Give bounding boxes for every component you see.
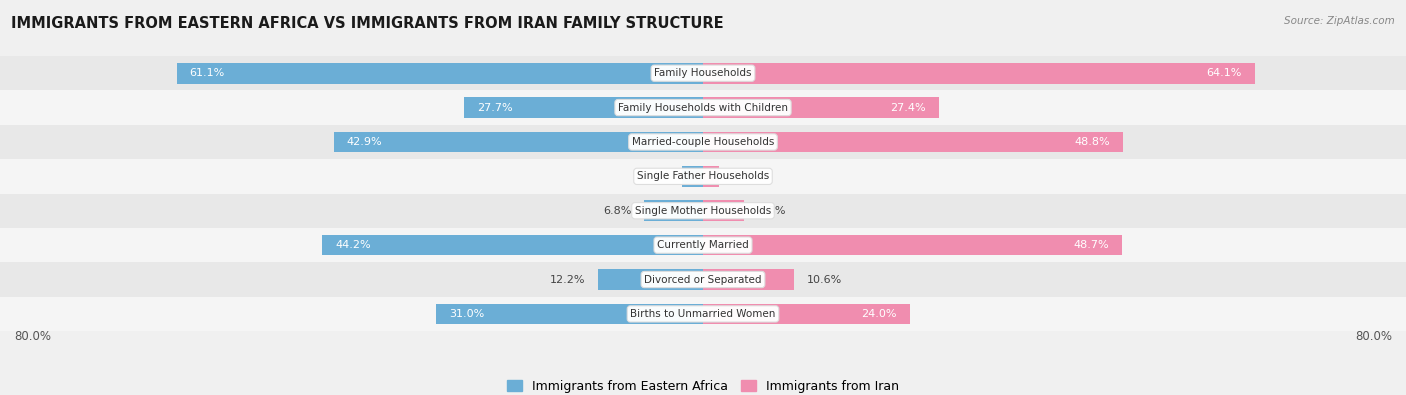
Bar bbox=[0, 90, 1406, 125]
Text: Family Households: Family Households bbox=[654, 68, 752, 78]
Bar bbox=[703, 63, 1256, 83]
Text: 42.9%: 42.9% bbox=[346, 137, 382, 147]
Text: Single Father Households: Single Father Households bbox=[637, 171, 769, 181]
Bar bbox=[703, 304, 910, 324]
Text: Currently Married: Currently Married bbox=[657, 240, 749, 250]
Bar bbox=[0, 262, 1406, 297]
Text: 44.2%: 44.2% bbox=[335, 240, 371, 250]
Bar bbox=[0, 125, 1406, 159]
Text: Single Mother Households: Single Mother Households bbox=[636, 206, 770, 216]
Bar bbox=[436, 304, 703, 324]
Text: 10.6%: 10.6% bbox=[807, 275, 842, 284]
Text: 64.1%: 64.1% bbox=[1206, 68, 1241, 78]
Bar bbox=[703, 166, 720, 187]
Text: IMMIGRANTS FROM EASTERN AFRICA VS IMMIGRANTS FROM IRAN FAMILY STRUCTURE: IMMIGRANTS FROM EASTERN AFRICA VS IMMIGR… bbox=[11, 16, 724, 31]
Text: 2.4%: 2.4% bbox=[641, 171, 669, 181]
Bar bbox=[177, 63, 703, 83]
Text: 27.4%: 27.4% bbox=[890, 103, 927, 113]
Text: 6.8%: 6.8% bbox=[603, 206, 631, 216]
Bar bbox=[0, 56, 1406, 90]
Text: 80.0%: 80.0% bbox=[14, 330, 51, 343]
Bar bbox=[464, 97, 703, 118]
Bar bbox=[682, 166, 703, 187]
Bar bbox=[703, 97, 939, 118]
Bar bbox=[0, 194, 1406, 228]
Text: Births to Unmarried Women: Births to Unmarried Women bbox=[630, 309, 776, 319]
Text: 80.0%: 80.0% bbox=[1355, 330, 1392, 343]
Bar bbox=[703, 269, 794, 290]
Text: Family Households with Children: Family Households with Children bbox=[619, 103, 787, 113]
Bar bbox=[0, 297, 1406, 331]
Text: 4.8%: 4.8% bbox=[758, 206, 786, 216]
Bar bbox=[703, 235, 1122, 256]
Text: 48.8%: 48.8% bbox=[1074, 137, 1111, 147]
Text: Married-couple Households: Married-couple Households bbox=[631, 137, 775, 147]
Text: 24.0%: 24.0% bbox=[862, 309, 897, 319]
Text: 12.2%: 12.2% bbox=[550, 275, 585, 284]
Text: 1.9%: 1.9% bbox=[733, 171, 761, 181]
Text: 61.1%: 61.1% bbox=[190, 68, 225, 78]
Bar bbox=[333, 132, 703, 152]
Text: 31.0%: 31.0% bbox=[449, 309, 484, 319]
Bar bbox=[598, 269, 703, 290]
Bar bbox=[703, 132, 1123, 152]
Bar bbox=[703, 200, 744, 221]
Text: 48.7%: 48.7% bbox=[1074, 240, 1109, 250]
Text: Divorced or Separated: Divorced or Separated bbox=[644, 275, 762, 284]
Text: 27.7%: 27.7% bbox=[478, 103, 513, 113]
Bar bbox=[322, 235, 703, 256]
Text: Source: ZipAtlas.com: Source: ZipAtlas.com bbox=[1284, 16, 1395, 26]
Legend: Immigrants from Eastern Africa, Immigrants from Iran: Immigrants from Eastern Africa, Immigran… bbox=[502, 375, 904, 395]
Bar bbox=[644, 200, 703, 221]
Bar bbox=[0, 228, 1406, 262]
Bar bbox=[0, 159, 1406, 194]
